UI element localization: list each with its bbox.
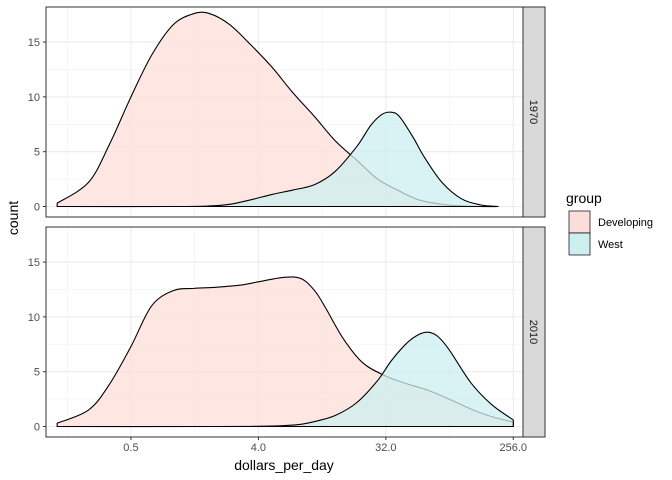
legend: group Developing West bbox=[566, 190, 653, 256]
density-area-west-2010 bbox=[56, 331, 514, 428]
facet-strip-label: 1970 bbox=[527, 100, 539, 124]
legend-key-developing bbox=[568, 210, 591, 234]
facet-panel-2010: 0 5 10 15 2010 bbox=[28, 226, 546, 438]
y-axis-title: count bbox=[5, 201, 21, 235]
y-tick-label: 15 bbox=[28, 37, 40, 49]
x-tick-label: 256.0 bbox=[500, 442, 528, 454]
legend-label-west: West bbox=[598, 239, 623, 251]
density-area-west-1970 bbox=[56, 111, 499, 208]
facet-strip bbox=[522, 6, 546, 218]
facet-strip bbox=[522, 226, 546, 438]
y-tick-label: 0 bbox=[34, 422, 40, 434]
legend-label-developing: Developing bbox=[598, 217, 653, 229]
x-axis: 0.5 4.0 32.0 256.0 bbox=[123, 437, 527, 454]
facet-panel-1970: 0 5 10 15 1970 bbox=[28, 6, 546, 218]
y-tick-label: 5 bbox=[34, 147, 40, 159]
facet-panels: 0 5 10 15 1970 0 5 10 15 2010 bbox=[28, 6, 546, 438]
x-axis-title: dollars_per_day bbox=[234, 457, 334, 473]
x-tick-label: 4.0 bbox=[251, 442, 266, 454]
y-tick-label: 5 bbox=[34, 367, 40, 379]
x-tick-label: 32.0 bbox=[375, 442, 396, 454]
legend-key-west bbox=[568, 232, 591, 256]
legend-title: group bbox=[566, 190, 602, 206]
y-tick-label: 0 bbox=[34, 202, 40, 214]
facet-strip-label: 2010 bbox=[527, 320, 539, 344]
x-tick-label: 0.5 bbox=[123, 442, 138, 454]
y-tick-label: 10 bbox=[28, 312, 40, 324]
y-tick-label: 10 bbox=[28, 92, 40, 104]
y-tick-label: 15 bbox=[28, 257, 40, 269]
